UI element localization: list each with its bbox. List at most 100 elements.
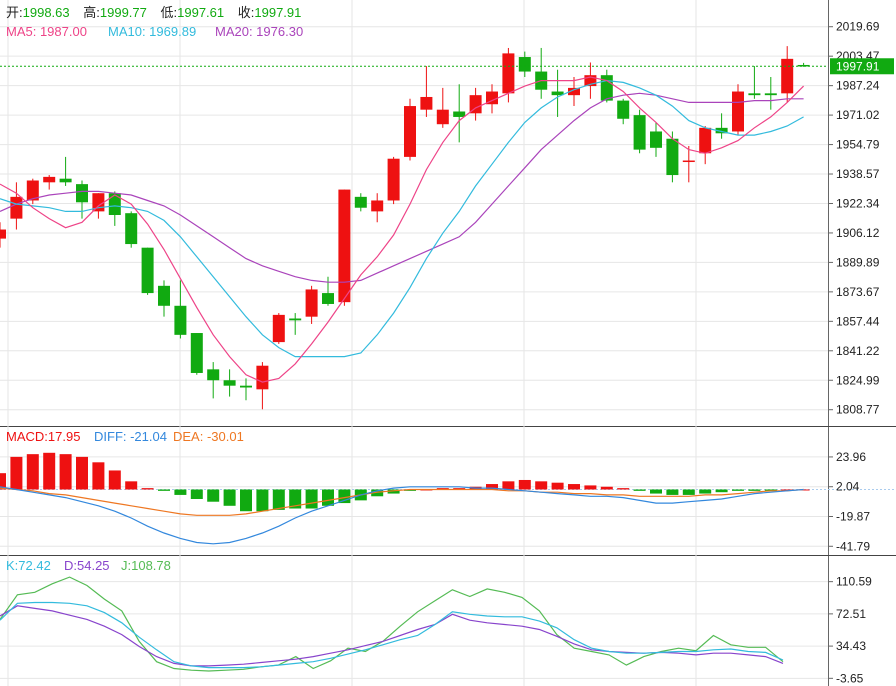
candle-body (272, 314, 285, 343)
price-axis-ticks: 2019.692003.471987.241971.021954.791938.… (828, 20, 880, 417)
candle-body (240, 385, 252, 388)
price-tick-label: 1906.12 (836, 226, 880, 240)
candle-body (600, 75, 613, 101)
macd-bar (371, 489, 384, 497)
quote-legend: 开:1998.63 高:1999.77 低:1997.61 收:1997.91 (6, 5, 301, 20)
macd-bar (404, 489, 416, 491)
candle-body (764, 93, 777, 96)
dea-line (0, 487, 804, 516)
candlestick-series (0, 46, 810, 410)
macd-bar (256, 489, 269, 512)
kdj-legend-d: D:54.25 (64, 558, 110, 573)
kdj-tick-label: 34.43 (836, 639, 866, 653)
macd-bar (666, 489, 679, 495)
price-tick-label: 1954.79 (836, 138, 880, 152)
macd-bar (502, 481, 515, 490)
kdj-tick-label: 72.51 (836, 607, 866, 621)
kdj-tick-label: -3.65 (836, 671, 864, 685)
macd-bar (223, 489, 236, 506)
macd-bar (732, 489, 744, 491)
candle-body (584, 75, 597, 87)
candle-body (371, 200, 384, 212)
macd-legend-macd: MACD:17.95 (6, 429, 80, 444)
candle-body (59, 178, 72, 183)
price-tick-label: 1824.99 (836, 373, 880, 387)
macd-bar (240, 489, 252, 512)
macd-bar (650, 489, 662, 494)
macd-bar (76, 456, 88, 490)
low-value: 1997.61 (177, 5, 224, 20)
macd-bar (322, 489, 334, 506)
candle-body (190, 333, 203, 373)
price-tick-label: 1889.89 (836, 255, 880, 269)
macd-legend: MACD:17.95 DIFF: -21.04 DEA: -30.01 (6, 429, 244, 444)
macd-bar (43, 452, 56, 490)
macd-bar (141, 488, 154, 490)
macd-bar (781, 489, 794, 491)
macd-bar (108, 470, 121, 490)
candle-body (158, 285, 170, 306)
macd-bar (633, 489, 646, 491)
price-tick-label: 1987.24 (836, 79, 880, 93)
macd-bar (338, 489, 351, 504)
candle-body (207, 369, 220, 381)
macd-bar (600, 486, 613, 490)
high-value: 1999.77 (100, 5, 147, 20)
candle-body (797, 64, 810, 67)
macd-bar (10, 456, 23, 490)
macd-bar (272, 489, 285, 510)
macd-legend-diff: DIFF: -21.04 (94, 429, 167, 444)
candle-body (26, 180, 39, 201)
candle-body (420, 96, 433, 110)
macd-bar (486, 484, 498, 490)
moving-average-lines (0, 76, 805, 383)
candle-body (43, 176, 56, 183)
close-value: 1997.91 (254, 5, 301, 20)
macd-bar (174, 489, 187, 495)
open-label: 开: (6, 5, 23, 20)
macd-legend-dea: DEA: -30.01 (173, 429, 244, 444)
macd-tick-label: -19.87 (836, 509, 870, 523)
macd-tick-label: 2.04 (836, 480, 860, 494)
kdj-tick-label: 110.59 (836, 575, 872, 589)
macd-bar (387, 489, 400, 494)
high-label: 高: (83, 5, 100, 20)
candle-body (322, 293, 334, 304)
macd-bar (92, 462, 105, 490)
kdj-lines (0, 576, 784, 672)
macd-bar (190, 489, 203, 499)
macd-bar (436, 488, 449, 490)
macd-bar (748, 489, 761, 491)
ma5-legend: MA5: 1987.00 (6, 24, 87, 39)
macd-bar (617, 488, 630, 490)
ma20-legend: MA20: 1976.30 (215, 24, 303, 39)
candle-body (174, 305, 187, 335)
macd-bar (305, 489, 318, 509)
candle-body (781, 58, 794, 94)
candle-body (338, 189, 351, 303)
candle-body (387, 158, 400, 201)
macd-bar (207, 489, 220, 502)
candle-body (0, 229, 6, 239)
ma20-line (0, 92, 804, 283)
candle-body (699, 127, 712, 154)
ma-legend: MA5: 1987.00 MA10: 1969.89 MA20: 1976.30 (6, 24, 303, 39)
candle-body (682, 160, 695, 163)
macd-bar (0, 473, 6, 490)
price-tick-label: 1938.57 (836, 167, 880, 181)
macd-bar (289, 489, 302, 509)
macd-bar (453, 488, 466, 490)
candle-body (404, 106, 416, 157)
macd-bar (551, 482, 564, 490)
k-line (0, 601, 784, 669)
macd-bar (535, 481, 548, 490)
candle-body (436, 109, 449, 125)
macd-bar (518, 479, 531, 490)
open-value: 1998.63 (23, 5, 70, 20)
candle-body (617, 100, 630, 119)
candle-body (305, 289, 318, 317)
candle-body (453, 111, 466, 117)
price-tick-label: 1971.02 (836, 108, 880, 122)
kdj-legend-k: K:72.42 (6, 558, 51, 573)
